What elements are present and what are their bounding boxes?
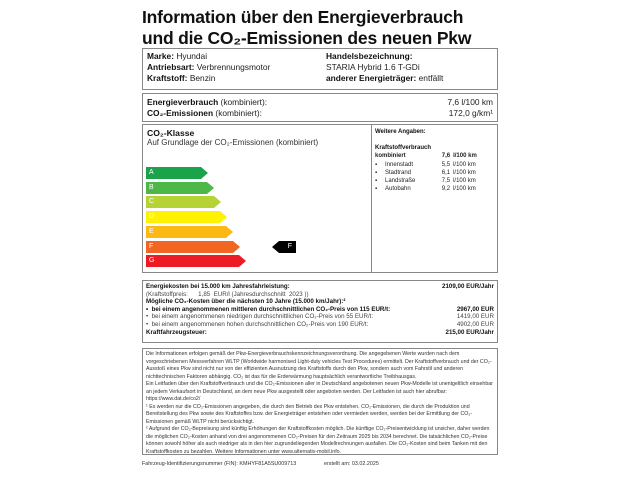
fuel-row-value: 5,5 — [441, 161, 451, 168]
co2-class-bar-a: A — [146, 167, 208, 179]
kraftstoff-value: Benzin — [189, 73, 216, 83]
mid-price-label: bei einem angenommenen mittleren durchsc… — [151, 305, 391, 313]
combined-label: kombiniert — [375, 153, 406, 160]
combined-unit: l/100 km — [453, 153, 477, 160]
tax-value: 215,00 EUR/Jahr — [445, 328, 495, 336]
fuel-row-value: 6,1 — [441, 169, 451, 176]
costs-box: Energiekosten bei 15.000 km Jahresfahrle… — [142, 280, 498, 343]
fin: Fahrzeug-Identifizierungsnummer (FIN): K… — [142, 461, 297, 467]
fuel-row: ▪ Stadtrand 6,1 l/100 km — [375, 169, 495, 177]
co2-class-bar-b: B — [146, 181, 215, 194]
page-title: Information über den Energieverbrauch un… — [142, 7, 471, 49]
fuel-row-unit: l/100 km — [453, 161, 476, 168]
anderer-label: anderer Energieträger: — [326, 73, 417, 83]
fuel-title: Kraftstoffverbrauch — [375, 145, 432, 152]
fuel-row-unit: l/100 km — [453, 178, 476, 185]
co2-value: 172,0 g/km¹ — [448, 108, 493, 118]
high-price-label: bei einem angenommenen hohen durchschnit… — [151, 320, 369, 328]
co2-suffix: (kombiniert): — [213, 108, 262, 118]
combined-value: 7,6 — [441, 153, 451, 160]
energy-value: 7,6 l/100 km — [447, 97, 493, 107]
fuel-row-label: Stadtrand — [385, 169, 412, 176]
tax-label: Kraftfahrzeugsteuer: — [146, 328, 207, 336]
mid-price-value: 2967,00 EUR — [456, 305, 494, 313]
co2-class-bar-g: G — [146, 255, 246, 268]
fuel-row-value: 9,2 — [441, 186, 451, 193]
co2-class-bar-f: F — [146, 240, 239, 253]
co2-class-title: CO₂-Klasse — [147, 128, 195, 138]
fuel-table: kombiniert 7,6 l/100 km ▪ Innenstadt 5,5 l/10… — [375, 152, 495, 193]
co2-class-bar-e: E — [146, 225, 234, 238]
high-price-value: 4902,00 EUR — [456, 320, 494, 328]
antrieb-label: Antriebsart: — [147, 62, 195, 72]
further-title: Weitere Angaben: — [375, 129, 426, 135]
fuel-row-unit: l/100 km — [453, 169, 476, 176]
energy-cost-label: Energiekosten bei 15.000 km Jahresfahrle… — [146, 283, 290, 290]
kraftstoff-label: Kraftstoff: — [147, 73, 188, 83]
fuel-row-label: Innenstadt — [385, 161, 414, 168]
current-class-marker: F — [272, 240, 296, 253]
title-line-2: und die CO₂-Emissionen des neuen Pkw — [142, 28, 472, 48]
fuel-row-unit: l/100 km — [453, 186, 476, 193]
footnote-2: ² Aufgrund der CO₂-Bepreisung sind künft… — [146, 426, 490, 455]
notes-box: Die Informationen erfolgen gemäß der Pkw… — [142, 348, 498, 455]
title-line-1: Information über den Energieverbrauch — [142, 7, 464, 27]
marke-label: Marke: — [147, 51, 174, 61]
fuel-row: ▪ Landstraße 7,5 l/100 km — [375, 177, 495, 185]
energy-cost-value: 2109,00 EUR/Jahr — [442, 283, 494, 290]
footnote-1: ¹ Es werden nur die CO₂-Emissionen angeg… — [146, 403, 473, 425]
fuel-row-label: Landstraße — [385, 178, 416, 185]
vehicle-info-box: Marke: Hyundai Antriebsart: Verbrennungs… — [142, 48, 498, 90]
co2-class-box: CO₂-Klasse Auf Grundlage der CO₂-Emissio… — [142, 124, 498, 273]
co2-class-bar-d: D — [146, 211, 227, 224]
fuel-row: ▪ Autobahn 9,2 l/100 km — [375, 185, 495, 193]
handel-value: STARIA Hybrid 1.6 T-GDi — [326, 62, 420, 72]
energy-label: Energieverbrauch — [147, 97, 219, 107]
fuel-row: ▪ Innenstadt 5,5 l/100 km — [375, 161, 495, 169]
marke-value: Hyundai — [176, 51, 208, 61]
antrieb-value: Verbrennungsmotor — [196, 62, 271, 72]
consumption-box: Energieverbrauch (kombiniert): 7,6 l/100 … — [142, 93, 498, 122]
co2-class-subtitle: Auf Grundlage der CO₂-Emissionen (kombin… — [147, 138, 319, 147]
low-price-value: 1419,00 EUR — [456, 313, 494, 321]
note-1: Die Informationen erfolgen gemäß der Pkw… — [146, 351, 492, 380]
anderer-value: entfällt — [418, 73, 444, 83]
fuel-row-value: 7,5 — [441, 178, 451, 185]
note-2: Ein Leitfaden über den Kraftstoffverbrau… — [146, 381, 493, 402]
fuel-row-label: Autobahn — [385, 186, 411, 193]
energy-suffix: (kombiniert): — [218, 97, 268, 107]
co2-class-bar-c: C — [146, 196, 221, 209]
fuel-price: (Kraftstoffpreis: 1,85 EUR/l (Jahresdurc… — [146, 290, 309, 298]
co2-label: CO₂-Emissionen — [147, 108, 214, 118]
further-info: Weitere Angaben: Kraftstoffverbrauch kom… — [373, 125, 497, 196]
created-date: erstellt am: 03.02.2025 — [324, 461, 379, 467]
handel-label: Handelsbezeichnung: — [326, 51, 413, 61]
co2-cost-title: Mögliche CO₂-Kosten über die nächsten 10… — [146, 298, 346, 306]
low-price-label: bei einem angenommenen niedrigen durchsc… — [151, 313, 374, 321]
footer: Fahrzeug-Identifizierungsnummer (FIN): K… — [142, 461, 498, 467]
